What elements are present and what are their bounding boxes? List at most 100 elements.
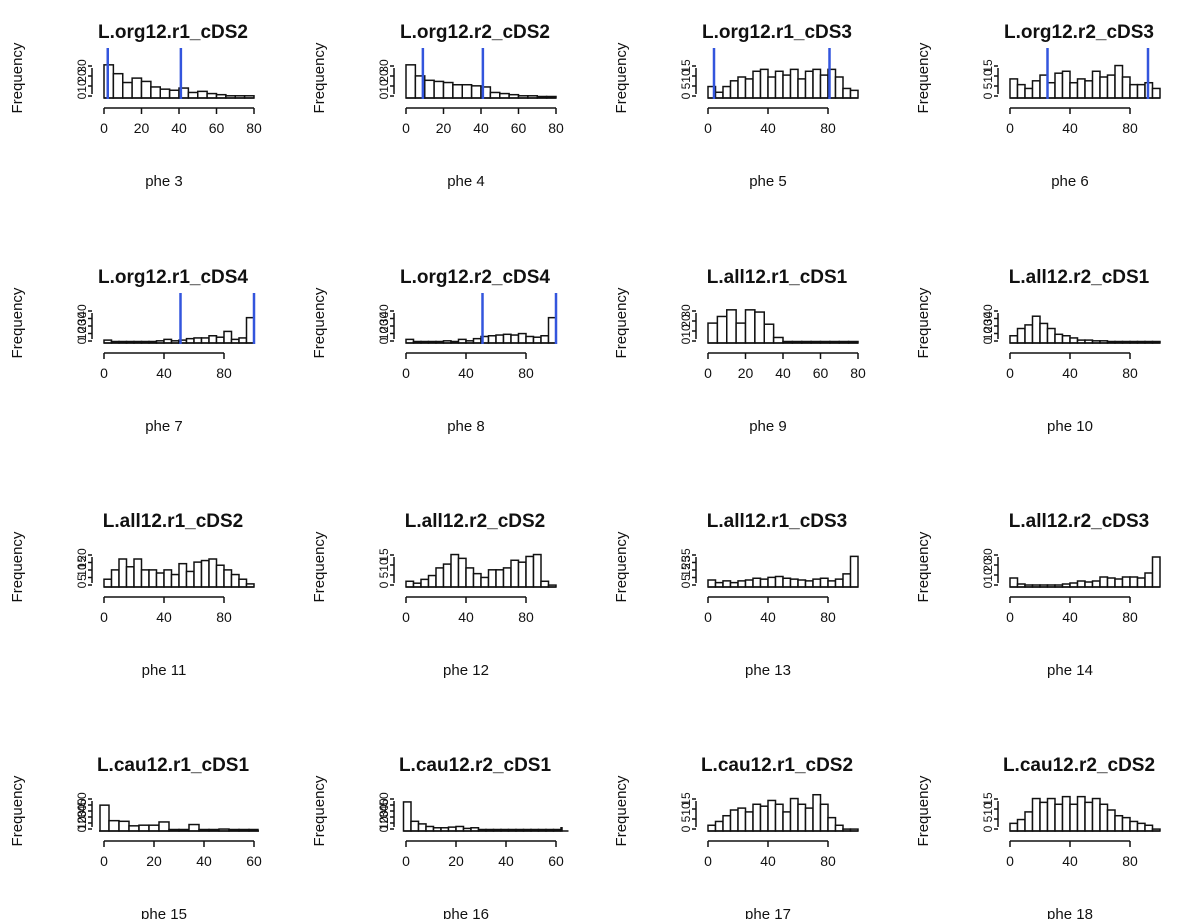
y-axis-label: Frequency xyxy=(9,42,26,113)
histogram-bar xyxy=(1076,78,1086,99)
histogram-bar xyxy=(714,91,724,99)
histogram-bar xyxy=(1144,572,1154,588)
histogram-bar xyxy=(187,91,199,99)
histogram-bar xyxy=(804,580,814,588)
histogram-bar xyxy=(849,555,859,588)
histogram-bar xyxy=(1076,580,1086,588)
histogram-bar xyxy=(1144,824,1154,832)
histogram-bar xyxy=(1039,801,1049,832)
x-axis-label: phe 13 xyxy=(745,662,791,679)
histogram-bar xyxy=(128,825,140,832)
y-tick-label: 40 xyxy=(75,798,89,812)
x-tick-label: 40 xyxy=(156,365,172,381)
y-tick-label: 20 xyxy=(377,319,391,333)
x-tick-label: 40 xyxy=(1062,609,1078,625)
histogram-bar xyxy=(1129,820,1139,832)
histogram-bar xyxy=(1106,577,1116,588)
x-tick-label: 0 xyxy=(1006,120,1014,136)
histogram-bar xyxy=(744,78,754,99)
panel-title: L.cau12.r2_cDS1 xyxy=(399,755,552,776)
histogram-bar xyxy=(230,573,240,588)
histogram-bar xyxy=(1009,577,1019,588)
y-axis-label: Frequency xyxy=(915,531,932,602)
y-axis-label: Frequency xyxy=(311,287,328,358)
histogram-bar xyxy=(1091,580,1101,588)
panel-title: L.org12.r1_cDS2 xyxy=(98,22,248,43)
x-tick-label: 80 xyxy=(246,120,262,136)
histogram-bar xyxy=(797,579,807,588)
histogram-bar xyxy=(1099,76,1109,99)
histogram-bar xyxy=(767,76,777,99)
y-tick-label: 0 xyxy=(377,825,391,832)
x-tick-label: 80 xyxy=(820,853,836,869)
y-axis-label: Frequency xyxy=(613,531,630,602)
histogram-bar xyxy=(1054,333,1064,344)
y-tick-label: 10 xyxy=(377,558,391,572)
histogram-bar xyxy=(457,557,467,588)
histogram-bar xyxy=(178,562,188,588)
histogram-bar xyxy=(767,576,777,588)
y-tick-label: 40 xyxy=(981,304,995,318)
x-tick-label: 40 xyxy=(760,120,776,136)
y-tick-label: 30 xyxy=(981,312,995,326)
histogram-bar xyxy=(193,337,203,344)
y-tick-label: 30 xyxy=(377,312,391,326)
x-tick-label: 40 xyxy=(760,853,776,869)
x-axis-label: phe 17 xyxy=(745,906,791,919)
x-tick-label: 40 xyxy=(1062,365,1078,381)
y-tick-label: 5 xyxy=(981,82,995,89)
histogram-bar xyxy=(442,563,452,588)
y-tick-label: 50 xyxy=(75,792,89,806)
y-tick-label: 40 xyxy=(377,798,391,812)
y-axis-label: Frequency xyxy=(311,531,328,602)
histogram-bar xyxy=(1069,803,1079,832)
histogram-bar xyxy=(834,824,844,832)
x-axis-label: phe 5 xyxy=(749,173,787,190)
x-tick-label: 0 xyxy=(704,365,712,381)
histogram-bar xyxy=(495,569,505,588)
y-axis-label: Frequency xyxy=(915,42,932,113)
y-tick-label: 10 xyxy=(75,327,89,341)
x-tick-label: 80 xyxy=(820,120,836,136)
x-axis-label: phe 8 xyxy=(447,418,485,435)
y-tick-label: 20 xyxy=(981,319,995,333)
histogram-bar xyxy=(405,580,415,588)
histogram-bar xyxy=(789,797,799,832)
x-axis-label: phe 11 xyxy=(142,662,187,679)
x-tick-label: 40 xyxy=(1062,853,1078,869)
histogram-bar xyxy=(737,807,747,832)
histogram-bar xyxy=(722,580,732,588)
histogram-bar xyxy=(737,580,747,588)
histogram-bar xyxy=(510,559,520,588)
histogram-bar xyxy=(1106,74,1116,99)
histogram-bar xyxy=(789,578,799,588)
histogram-bar xyxy=(754,311,765,344)
y-tick-label: 15 xyxy=(981,792,995,806)
x-tick-label: 40 xyxy=(1062,120,1078,136)
histogram-bar xyxy=(480,576,490,588)
histogram-bar xyxy=(726,309,737,344)
histogram-bar xyxy=(752,70,762,99)
x-tick-label: 0 xyxy=(1006,853,1014,869)
y-axis-label: Frequency xyxy=(613,287,630,358)
histogram-bar xyxy=(433,80,445,99)
histogram-bar xyxy=(812,68,822,99)
x-axis-label: phe 12 xyxy=(443,662,489,679)
histogram-bar xyxy=(489,91,501,99)
histogram-bar xyxy=(759,805,769,832)
y-tick-label: 10 xyxy=(679,324,693,338)
histogram-bar xyxy=(1099,803,1109,832)
histogram-bar xyxy=(223,569,233,588)
y-tick-label: 10 xyxy=(377,79,391,93)
histogram-bar xyxy=(1009,822,1019,832)
histogram-bar xyxy=(108,819,120,832)
y-tick-label: 10 xyxy=(679,69,693,83)
histogram-bar xyxy=(1091,70,1101,99)
x-tick-label: 0 xyxy=(704,120,712,136)
